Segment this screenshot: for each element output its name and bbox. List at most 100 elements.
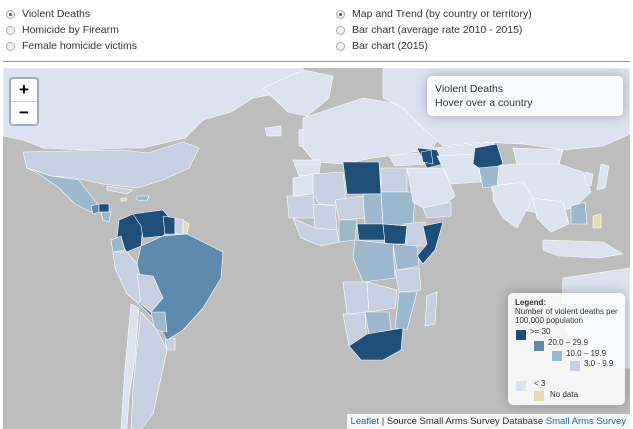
radio-violent-deaths[interactable]: Violent Deaths: [6, 6, 137, 22]
legend-swatch-below-3: [516, 381, 526, 391]
country-papua[interactable]: [592, 213, 602, 229]
legend-label-below-3: < 3: [534, 379, 546, 388]
country-niger[interactable]: [334, 195, 366, 221]
country-nicaragua[interactable]: [100, 211, 112, 223]
legend-label-no-data: No data: [550, 390, 579, 399]
radio-label: Homicide by Firearm: [22, 24, 119, 36]
country-mali[interactable]: [312, 203, 338, 231]
country-iran[interactable]: [436, 153, 482, 185]
radio-label: Bar chart (2015): [352, 40, 428, 52]
radio-button[interactable]: [336, 25, 345, 35]
legend-label-30-plus: >= 30: [530, 327, 551, 336]
country-egypt[interactable]: [380, 167, 408, 193]
country-mongolia[interactable]: [512, 147, 564, 165]
attribution-source: Source Small Arms Survey Database: [386, 416, 544, 427]
country-south-africa[interactable]: [348, 327, 404, 361]
leaflet-link[interactable]: Leaflet: [350, 416, 380, 427]
country-ecuador[interactable]: [110, 235, 126, 253]
country-iraq[interactable]: [420, 149, 434, 165]
legend: Legend: Number of violent deaths per 100…: [508, 293, 625, 405]
radio-homicide-by-firearm[interactable]: Homicide by Firearm: [6, 22, 137, 38]
country-south-sudan[interactable]: [382, 223, 408, 245]
country-honduras[interactable]: [98, 203, 110, 213]
country-paraguay[interactable]: [150, 311, 168, 333]
country-nigeria[interactable]: [338, 219, 358, 243]
country-indonesia[interactable]: [542, 239, 624, 259]
country-argentina[interactable]: [130, 311, 168, 429]
legend-label-3-10: 3.0 - 9.9: [584, 359, 614, 368]
legend-swatch-20-30: [534, 341, 544, 351]
country-iceland[interactable]: [264, 125, 282, 137]
country-mozambique[interactable]: [394, 291, 418, 331]
legend-swatch-3-10: [570, 361, 580, 371]
country-car[interactable]: [356, 223, 386, 241]
country-ethiopia[interactable]: [402, 221, 428, 247]
attribution: Leaflet | Source Small Arms Survey Datab…: [346, 414, 630, 429]
radio-label: Bar chart (average rate 2010 - 2015): [352, 24, 523, 36]
country-bolivia[interactable]: [136, 273, 164, 313]
country-se-asia[interactable]: [532, 197, 570, 233]
zoom-in-button[interactable]: +: [11, 79, 37, 102]
radio-bar-chart-average[interactable]: Bar chart (average rate 2010 - 2015): [336, 22, 532, 38]
legend-title: Legend:: [515, 298, 547, 307]
country-somalia[interactable]: [416, 221, 444, 265]
radio-button[interactable]: [6, 25, 15, 35]
radio-female-homicide-victims[interactable]: Female homicide victims: [6, 38, 137, 54]
country-mauritania[interactable]: [286, 195, 318, 219]
country-uruguay[interactable]: [164, 337, 176, 351]
country-korea[interactable]: [584, 171, 594, 187]
view-radio-group: Map and Trend (by country or territory) …: [336, 6, 532, 54]
country-drc[interactable]: [352, 239, 396, 283]
radio-button[interactable]: [336, 41, 345, 51]
zoom-control: + −: [9, 77, 39, 126]
info-hint: Hover over a country: [435, 97, 533, 109]
country-hispaniola[interactable]: [136, 195, 150, 202]
country-angola[interactable]: [342, 281, 370, 315]
country-chad[interactable]: [362, 193, 384, 225]
radio-label: Map and Trend (by country or territory): [352, 8, 532, 20]
country-pakistan[interactable]: [478, 165, 500, 189]
legend-swatch-30-plus: [516, 330, 526, 340]
legend-swatch-10-20: [552, 351, 562, 361]
country-french-guiana[interactable]: [182, 219, 190, 235]
country-sudan[interactable]: [380, 191, 416, 227]
country-india[interactable]: [492, 181, 534, 229]
legend-label-10-20: 10.0 – 19.9: [566, 349, 607, 358]
attribution-separator: |: [381, 416, 385, 427]
country-greenland[interactable]: [262, 69, 334, 117]
country-suriname[interactable]: [174, 217, 184, 235]
legend-label-20-30: 20.0 – 29.9: [548, 338, 589, 347]
legend-subtitle: Number of violent deaths per 100,000 pop…: [515, 307, 618, 325]
radio-button[interactable]: [6, 41, 15, 51]
country-jamaica[interactable]: [120, 197, 128, 202]
legend-swatch-no-data: [534, 391, 544, 401]
country-cuba[interactable]: [106, 185, 134, 195]
country-morocco[interactable]: [292, 173, 316, 197]
radio-label: Violent Deaths: [22, 8, 91, 20]
country-guatemala[interactable]: [90, 203, 100, 215]
country-philippines[interactable]: [570, 201, 588, 225]
chart-controls: Violent Deaths Homicide by Firearm Femal…: [0, 0, 633, 60]
radio-button-checked[interactable]: [6, 9, 15, 19]
info-panel: Violent Deaths Hover over a country: [427, 76, 623, 116]
country-japan[interactable]: [596, 163, 610, 191]
country-libya[interactable]: [342, 161, 382, 195]
divider: [3, 61, 630, 62]
country-canada[interactable]: [3, 68, 304, 151]
radio-map-and-trend[interactable]: Map and Trend (by country or territory): [336, 6, 532, 22]
world-map[interactable]: + − Violent Deaths Hover over a country …: [3, 68, 630, 429]
radio-button-checked[interactable]: [336, 9, 345, 19]
country-zambia[interactable]: [366, 281, 398, 313]
source-link[interactable]: Small Arms Survey: [545, 416, 626, 427]
country-madagascar[interactable]: [424, 291, 438, 327]
country-uganda-kenya[interactable]: [392, 243, 420, 271]
country-yemen[interactable]: [422, 201, 452, 219]
country-algeria[interactable]: [312, 171, 348, 207]
country-chile[interactable]: [120, 303, 140, 429]
country-guyana[interactable]: [162, 215, 176, 235]
country-tanzania[interactable]: [394, 267, 422, 293]
zoom-out-button[interactable]: −: [19, 103, 29, 122]
indicator-radio-group: Violent Deaths Homicide by Firearm Femal…: [6, 6, 137, 54]
radio-label: Female homicide victims: [22, 40, 137, 52]
radio-bar-chart-2015[interactable]: Bar chart (2015): [336, 38, 532, 54]
